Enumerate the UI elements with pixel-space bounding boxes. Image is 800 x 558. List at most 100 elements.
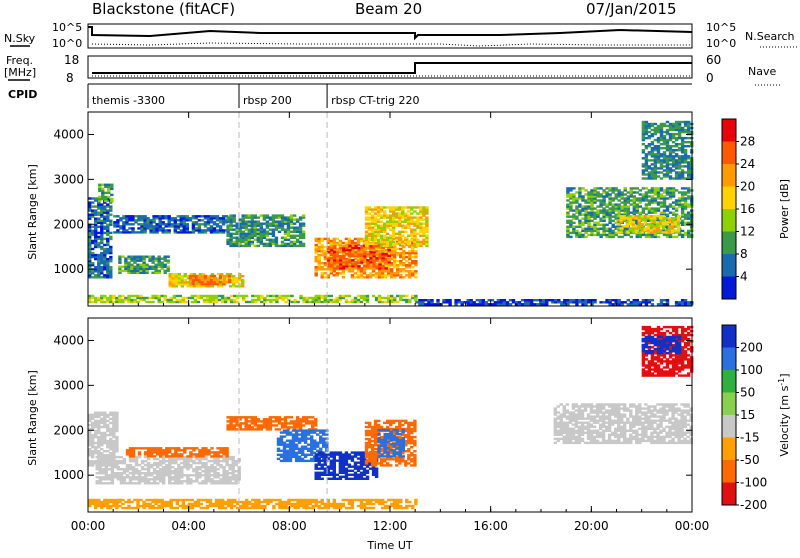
range-gate-cell: [129, 464, 132, 466]
range-gate-cell: [189, 231, 192, 233]
range-gate-cell: [590, 230, 593, 232]
range-gate-cell: [299, 295, 302, 297]
range-gate-cell: [103, 260, 106, 262]
range-gate-cell: [100, 295, 103, 297]
range-gate-cell: [162, 456, 165, 458]
range-gate-cell: [408, 250, 411, 252]
range-gate-cell: [581, 205, 584, 207]
range-gate-cell: [401, 231, 404, 233]
range-gate-cell: [327, 251, 330, 253]
range-gate-cell: [109, 205, 112, 207]
range-gate-cell: [103, 212, 106, 214]
range-gate-cell: [156, 474, 159, 476]
range-gate-cell: [572, 187, 575, 189]
range-gate-cell: [134, 231, 137, 233]
range-gate-cell: [569, 220, 572, 222]
range-gate-cell: [615, 187, 618, 189]
range-gate-cell: [386, 237, 389, 239]
range-gate-cell: [662, 225, 665, 227]
range-gate-cell: [266, 221, 269, 223]
range-gate-cell: [500, 299, 503, 301]
range-gate-cell: [189, 478, 192, 480]
range-gate-cell: [173, 301, 176, 303]
range-gate-cell: [112, 295, 115, 297]
range-gate-cell: [153, 476, 156, 478]
range-gate-cell: [144, 474, 147, 476]
range-gate-cell: [239, 295, 242, 297]
range-gate-cell: [91, 205, 94, 207]
range-gate-cell: [660, 159, 663, 161]
range-gate-cell: [290, 227, 293, 229]
range-gate-cell: [635, 215, 638, 217]
range-gate-cell: [222, 447, 225, 449]
range-gate-cell: [103, 216, 106, 218]
range-gate-cell: [357, 238, 360, 240]
range-gate-cell: [284, 229, 287, 231]
range-gate-cell: [542, 301, 545, 303]
range-gate-cell: [651, 191, 654, 193]
range-gate-cell: [357, 249, 360, 251]
range-gate-cell: [269, 229, 272, 231]
range-gate-cell: [123, 468, 126, 470]
range-gate-cell: [327, 299, 330, 301]
range-gate-cell: [647, 225, 650, 227]
range-gate-cell: [177, 466, 180, 468]
range-gate-cell: [633, 212, 636, 214]
range-gate-cell: [290, 499, 293, 501]
range-gate-cell: [348, 301, 351, 303]
range-gate-cell: [554, 299, 557, 301]
range-gate-cell: [602, 220, 605, 222]
range-gate-cell: [254, 295, 257, 297]
range-gate-cell: [114, 474, 117, 476]
range-gate-cell: [642, 207, 645, 209]
range-gate-cell: [407, 235, 410, 237]
range-gate-cell: [109, 236, 112, 238]
range-gate-cell: [524, 301, 527, 303]
range-gate-cell: [287, 231, 290, 233]
range-gate-cell: [430, 299, 433, 301]
range-gate-cell: [219, 447, 222, 449]
range-gate-cell: [97, 242, 100, 244]
range-gate-cell: [245, 241, 248, 243]
range-gate-cell: [457, 301, 460, 303]
range-gate-cell: [206, 505, 209, 507]
range-gate-cell: [100, 252, 103, 254]
range-gate-cell: [168, 466, 171, 468]
range-gate-cell: [369, 257, 372, 259]
range-gate-cell: [333, 238, 336, 240]
range-gate-cell: [351, 251, 354, 253]
range-gate-cell: [581, 222, 584, 224]
range-gate-cell: [581, 301, 584, 303]
range-gate-cell: [684, 131, 687, 133]
range-gate-cell: [408, 262, 411, 264]
range-gate-cell: [120, 472, 123, 474]
range-gate-cell: [572, 222, 575, 224]
range-gate-cell: [94, 230, 97, 232]
range-gate-cell: [654, 127, 657, 129]
range-gate-cell: [134, 219, 137, 221]
range-gate-cell: [372, 295, 375, 297]
range-gate-cell: [91, 212, 94, 214]
range-gate-cell: [371, 231, 374, 233]
range-gate-cell: [612, 191, 615, 193]
range-gate-cell: [103, 220, 106, 222]
range-gate-cell: [626, 231, 629, 233]
range-gate-cell: [100, 414, 103, 416]
range-gate-cell: [242, 295, 245, 297]
range-gate-cell: [377, 231, 380, 233]
range-gate-cell: [390, 295, 393, 297]
range-gate-cell: [575, 212, 578, 214]
range-gate-cell: [569, 187, 572, 189]
range-gate-cell: [419, 216, 422, 218]
range-gate-cell: [100, 260, 103, 262]
range-gate-cell: [503, 301, 506, 303]
range-gate-cell: [666, 121, 669, 123]
range-gate-cell: [228, 476, 231, 478]
range-gate-cell: [165, 225, 168, 227]
range-gate-cell: [296, 235, 299, 237]
range-gate-cell: [675, 143, 678, 145]
range-gate-cell: [159, 468, 162, 470]
range-gate-cell: [174, 468, 177, 470]
range-gate-cell: [414, 260, 417, 262]
range-gate-cell: [669, 133, 672, 135]
